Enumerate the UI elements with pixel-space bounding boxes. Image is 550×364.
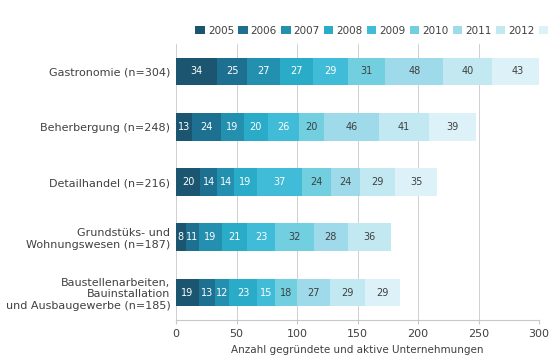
Text: 27: 27: [290, 66, 303, 76]
Text: 27: 27: [307, 288, 320, 298]
Bar: [443, 58, 492, 85]
Bar: [331, 168, 360, 196]
Bar: [348, 58, 386, 85]
X-axis label: Anzahl gegründete und aktive Unternehmungen: Anzahl gegründete und aktive Unternehmun…: [231, 345, 484, 355]
Bar: [492, 58, 544, 85]
Bar: [248, 58, 280, 85]
Bar: [176, 223, 186, 251]
Bar: [429, 113, 476, 141]
Bar: [200, 168, 217, 196]
Text: 25: 25: [226, 66, 239, 76]
Bar: [395, 168, 437, 196]
Text: 35: 35: [410, 177, 422, 187]
Bar: [268, 113, 299, 141]
Bar: [176, 58, 217, 85]
Text: 28: 28: [324, 232, 337, 242]
Text: 19: 19: [239, 177, 252, 187]
Bar: [176, 279, 199, 306]
Bar: [329, 279, 365, 306]
Text: 32: 32: [288, 232, 301, 242]
Bar: [234, 168, 257, 196]
Bar: [192, 113, 221, 141]
Bar: [275, 279, 297, 306]
Bar: [386, 58, 443, 85]
Text: 40: 40: [461, 66, 474, 76]
Text: 26: 26: [278, 122, 290, 132]
Text: 23: 23: [237, 288, 249, 298]
Text: 24: 24: [339, 177, 351, 187]
Bar: [186, 223, 199, 251]
Text: 20: 20: [182, 177, 194, 187]
Text: 39: 39: [447, 122, 459, 132]
Text: 29: 29: [371, 177, 384, 187]
Bar: [365, 279, 400, 306]
Bar: [280, 58, 313, 85]
Text: 19: 19: [226, 122, 238, 132]
Bar: [217, 168, 234, 196]
Bar: [221, 113, 244, 141]
Bar: [257, 279, 275, 306]
Bar: [313, 58, 348, 85]
Text: 19: 19: [182, 288, 194, 298]
Text: 48: 48: [408, 66, 421, 76]
Text: 27: 27: [257, 66, 270, 76]
Bar: [302, 168, 331, 196]
Bar: [379, 113, 429, 141]
Bar: [257, 168, 302, 196]
Bar: [176, 168, 200, 196]
Text: 37: 37: [273, 177, 285, 187]
Text: 13: 13: [178, 122, 190, 132]
Text: 11: 11: [186, 232, 199, 242]
Bar: [199, 223, 222, 251]
Text: 21: 21: [228, 232, 241, 242]
Text: 36: 36: [364, 232, 376, 242]
Bar: [299, 113, 323, 141]
Bar: [199, 279, 214, 306]
Text: 14: 14: [202, 177, 215, 187]
Bar: [248, 223, 275, 251]
Text: 20: 20: [250, 122, 262, 132]
Text: 31: 31: [360, 66, 373, 76]
Bar: [176, 113, 192, 141]
Text: 29: 29: [376, 288, 388, 298]
Bar: [214, 279, 229, 306]
Text: 18: 18: [280, 288, 292, 298]
Bar: [297, 279, 329, 306]
Bar: [360, 168, 395, 196]
Text: 15: 15: [260, 288, 272, 298]
Bar: [275, 223, 314, 251]
Text: 29: 29: [341, 288, 354, 298]
Text: 46: 46: [345, 122, 358, 132]
Bar: [314, 223, 348, 251]
Bar: [244, 113, 268, 141]
Bar: [222, 223, 248, 251]
Bar: [217, 58, 248, 85]
Text: 34: 34: [190, 66, 203, 76]
Text: 8: 8: [178, 232, 184, 242]
Text: 43: 43: [512, 66, 524, 76]
Bar: [323, 113, 379, 141]
Text: 19: 19: [205, 232, 217, 242]
Legend: 2005, 2006, 2007, 2008, 2009, 2010, 2011, 2012, 2013: 2005, 2006, 2007, 2008, 2009, 2010, 2011…: [195, 26, 550, 36]
Text: 20: 20: [305, 122, 318, 132]
Text: 24: 24: [310, 177, 322, 187]
Bar: [348, 223, 392, 251]
Bar: [229, 279, 257, 306]
Text: 24: 24: [200, 122, 212, 132]
Text: 41: 41: [398, 122, 410, 132]
Text: 29: 29: [324, 66, 337, 76]
Text: 23: 23: [255, 232, 267, 242]
Text: 14: 14: [219, 177, 232, 187]
Text: 12: 12: [216, 288, 228, 298]
Text: 13: 13: [201, 288, 213, 298]
